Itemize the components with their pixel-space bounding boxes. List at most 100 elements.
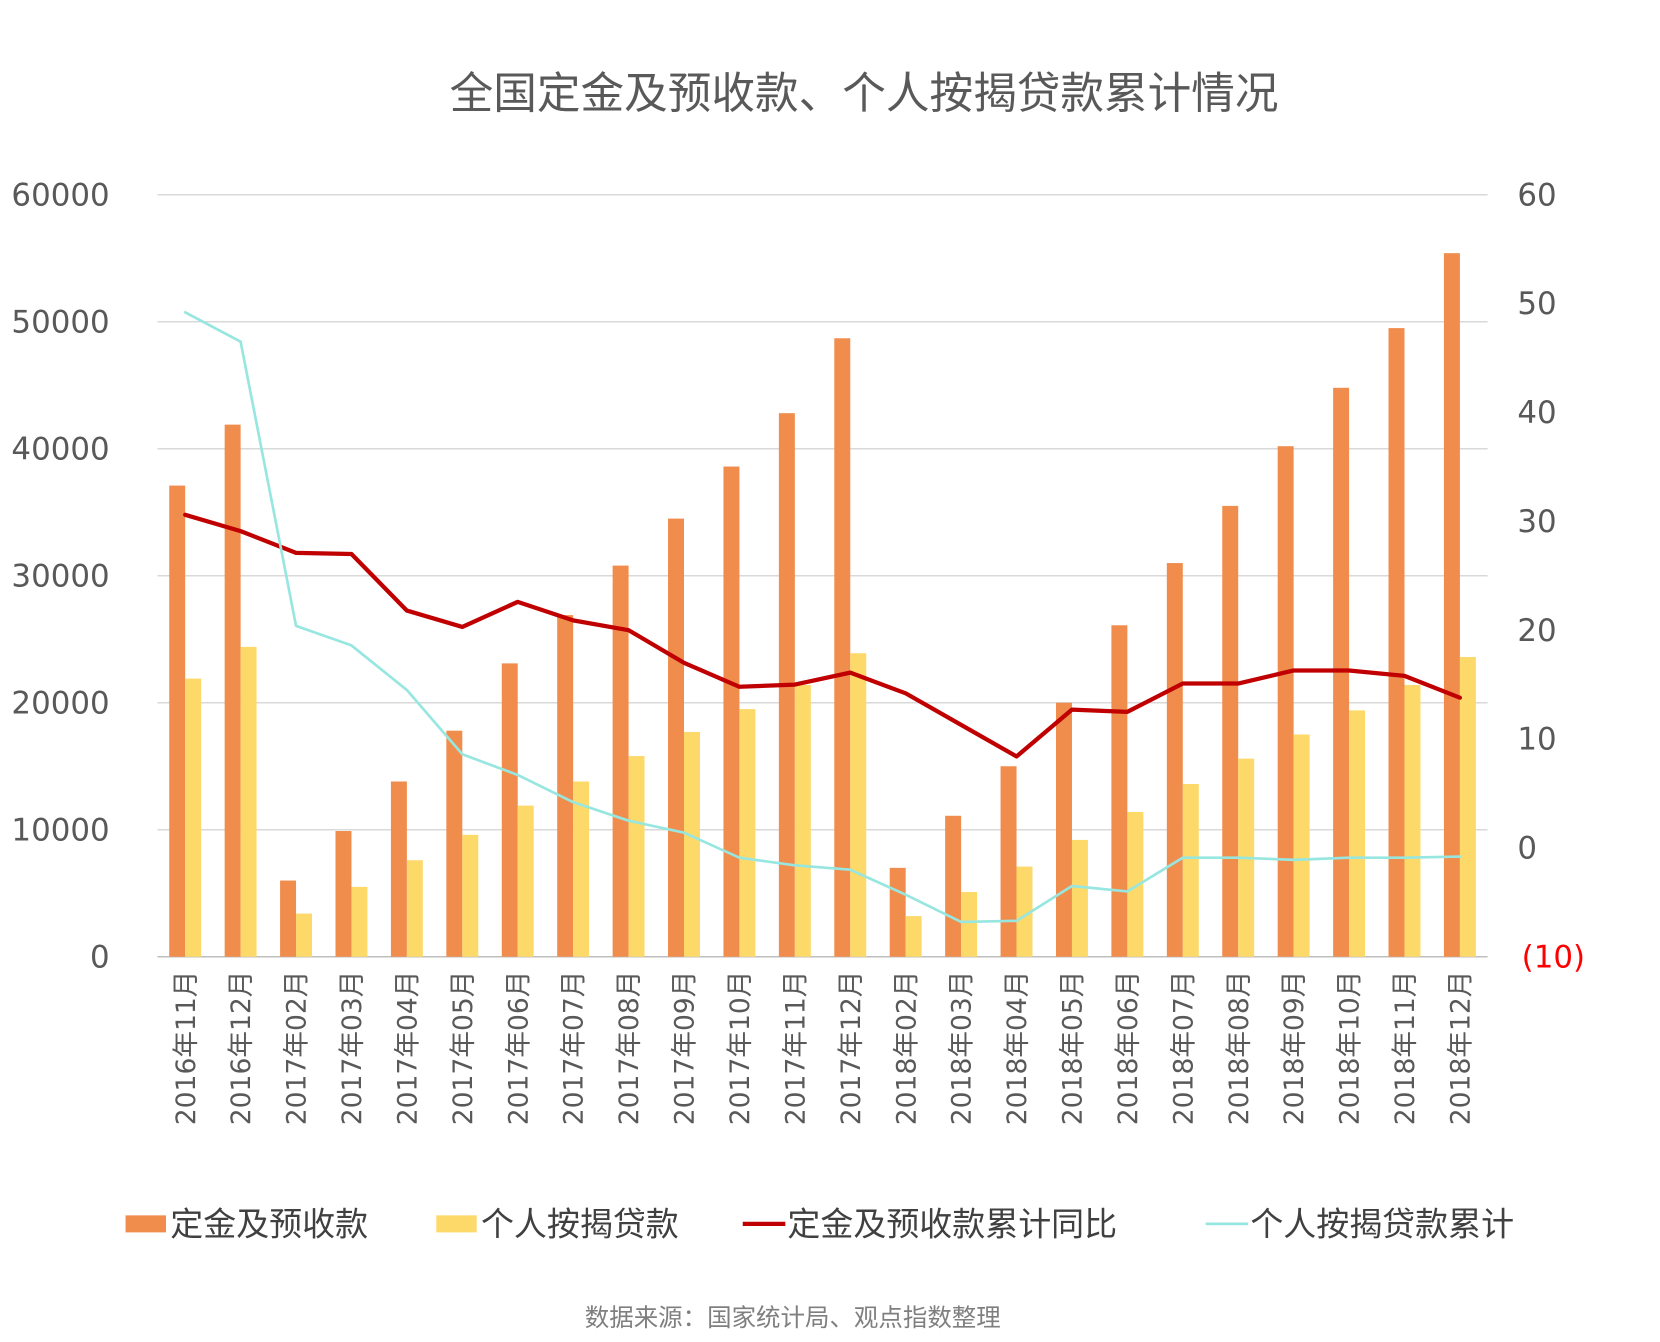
- x-tick-label: 2018年07月: [1168, 971, 1199, 1126]
- x-tick-label: 2017年08月: [614, 971, 645, 1126]
- x-tick-label: 2017年12月: [836, 971, 867, 1126]
- lines: [183, 310, 1463, 924]
- x-tick-label: 2018年03月: [947, 971, 978, 1126]
- legend-swatch: [436, 1215, 477, 1233]
- bar-mortgage: [296, 913, 313, 957]
- bar-mortgage: [240, 646, 257, 957]
- x-tick-label: 2018年10月: [1335, 971, 1366, 1126]
- bar-mortgage: [1182, 784, 1199, 957]
- left-tick-label: 10000: [11, 812, 109, 848]
- bar-mortgage: [1459, 657, 1476, 957]
- x-tick-label: 2017年05月: [448, 971, 479, 1126]
- bar-mortgage: [961, 891, 978, 957]
- legend-label: 个人按揭贷款累计: [1250, 1205, 1514, 1244]
- bar-mortgage: [1293, 734, 1310, 957]
- bar-mortgage: [517, 805, 534, 957]
- bar-deposits: [1055, 702, 1072, 957]
- bar-deposits: [169, 485, 186, 957]
- bar-mortgage: [573, 781, 590, 957]
- bar-deposits: [446, 730, 463, 957]
- right-tick-label: 50: [1517, 286, 1556, 322]
- bar-deposits: [1443, 253, 1460, 957]
- legend-label: 定金及预收款: [170, 1205, 368, 1244]
- bar-deposits: [889, 867, 906, 957]
- bar-mortgage: [628, 756, 645, 957]
- x-tick-label: 2016年11月: [171, 971, 202, 1126]
- bar-deposits: [668, 518, 684, 957]
- bar-deposits: [557, 615, 574, 957]
- left-tick-label: 60000: [11, 177, 109, 213]
- bar-deposits: [1222, 505, 1239, 957]
- x-tick-label: 2017年03月: [337, 971, 368, 1126]
- right-tick-label: 40: [1517, 395, 1556, 431]
- x-tick-label: 2017年06月: [503, 971, 534, 1126]
- bar-mortgage: [905, 916, 922, 957]
- source-note: 数据来源：国家统计局、观点指数整理: [585, 1303, 1001, 1332]
- chart-title: 全国定金及预收款、个人按揭贷款累计情况: [450, 70, 1279, 120]
- x-tick-label: 2017年09月: [670, 971, 701, 1126]
- legend-label: 定金及预收款累计同比: [787, 1205, 1117, 1244]
- bar-deposits: [945, 815, 962, 957]
- left-tick-label: 50000: [11, 304, 109, 340]
- bar-deposits: [723, 466, 740, 957]
- x-tick-label: 2017年04月: [392, 971, 423, 1126]
- x-axis-ticks: 2016年11月 2016年12月 2017年02月 2017年03月 2017年04月…: [171, 971, 1477, 1126]
- bar-mortgage: [739, 709, 756, 957]
- bar-mortgage: [1349, 710, 1366, 957]
- bar-mortgage: [185, 678, 202, 957]
- bar-deposits: [1388, 328, 1405, 957]
- line-mortgage-cumulative: [183, 310, 1462, 924]
- x-tick-label: 2018年12月: [1445, 971, 1476, 1126]
- bar-mortgage: [351, 886, 368, 957]
- right-tick-label: 10: [1517, 722, 1556, 758]
- x-tick-label: 2017年02月: [282, 971, 313, 1126]
- right-tick-label: 60: [1517, 177, 1556, 213]
- right-tick-label: 0: [1517, 831, 1537, 867]
- bar-mortgage: [406, 860, 423, 957]
- bar-mortgage: [1071, 839, 1088, 957]
- x-tick-label: 2018年08月: [1224, 971, 1255, 1126]
- x-tick-label: 2018年06月: [1113, 971, 1144, 1126]
- legend-swatch: [125, 1215, 166, 1233]
- bar-mortgage: [1127, 811, 1144, 957]
- bar-mortgage: [1016, 866, 1033, 957]
- bar-mortgage: [1404, 684, 1421, 957]
- x-tick-label: 2016年12月: [226, 971, 257, 1126]
- bar-deposits: [834, 338, 851, 957]
- x-tick-label: 2018年09月: [1279, 971, 1310, 1126]
- legend-label: 个人按揭贷款: [481, 1205, 679, 1244]
- x-tick-label: 2017年11月: [780, 971, 811, 1126]
- bar-mortgage: [794, 684, 811, 957]
- right-axis-ticks: (10) 0 10 20 30 40 50 60: [1517, 177, 1585, 975]
- bar-deposits: [612, 565, 629, 957]
- right-tick-label: 30: [1517, 504, 1556, 540]
- x-tick-label: 2017年07月: [559, 971, 590, 1126]
- bar-deposits: [224, 424, 241, 957]
- right-tick-label: 20: [1517, 613, 1556, 649]
- legend: 定金及预收款 个人按揭贷款 定金及预收款累计同比 个人按揭贷款累计: [125, 1205, 1514, 1244]
- x-tick-label: 2018年05月: [1058, 971, 1089, 1126]
- bar-deposits: [280, 880, 297, 957]
- right-tick-label: (10): [1522, 939, 1585, 975]
- left-tick-label: 20000: [11, 685, 109, 721]
- bar-deposits: [1111, 625, 1128, 957]
- x-tick-label: 2018年11月: [1390, 971, 1421, 1126]
- bar-deposits: [335, 831, 352, 957]
- bar-deposits: [390, 781, 407, 957]
- gridlines: [157, 193, 1488, 958]
- x-tick-label: 2018年04月: [1002, 971, 1033, 1126]
- bar-deposits: [1000, 766, 1017, 957]
- x-tick-label: 2018年02月: [891, 971, 922, 1126]
- x-tick-label: 2017年10月: [725, 971, 756, 1126]
- left-tick-label: 0: [90, 939, 110, 975]
- bar-deposits: [501, 663, 518, 957]
- left-axis-ticks: 0 10000 20000 30000 40000 50000 60000: [11, 177, 109, 975]
- bar-deposits: [1166, 563, 1183, 957]
- bar-deposits: [1277, 446, 1294, 957]
- bar-mortgage: [850, 653, 867, 957]
- left-tick-label: 30000: [11, 558, 109, 594]
- bar-mortgage: [683, 731, 700, 957]
- bar-mortgage: [462, 834, 479, 957]
- line-deposits-yoy: [183, 512, 1463, 759]
